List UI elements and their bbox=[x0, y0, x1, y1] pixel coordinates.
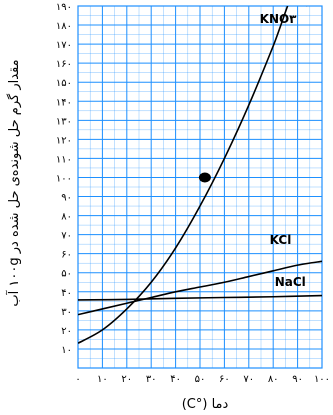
plot-frame bbox=[77, 5, 323, 369]
series-line-nacl bbox=[78, 294, 322, 301]
series-label-kcl: KCl bbox=[270, 233, 292, 247]
x-tick-label: ۸۰ bbox=[268, 374, 279, 385]
x-tick-label: ۰ bbox=[75, 374, 80, 385]
y-tick-label: ۲۰ bbox=[61, 326, 72, 337]
series-line-kno bbox=[78, 6, 308, 344]
x-tick-label: ۲۰ bbox=[121, 374, 132, 385]
data-point-marker bbox=[198, 172, 211, 183]
y-tick-label: ۸۰ bbox=[61, 212, 72, 223]
x-axis-ticks: ۰ ۱۰ ۲۰ ۳۰ ۴۰ ۵۰ ۶۰ ۷۰ ۸۰ ۹۰ ۱۰۰ bbox=[75, 374, 330, 385]
y-tick-label: ۷۰ bbox=[61, 231, 72, 242]
y-tick-label: ۱۶۰ bbox=[56, 59, 72, 70]
x-tick-label: ۹۰ bbox=[292, 374, 303, 385]
y-tick-label: ۱۲۰ bbox=[56, 135, 72, 146]
y-tick-label: ۱۱۰ bbox=[56, 154, 72, 165]
y-tick-label: ۱۹۰ bbox=[56, 2, 72, 13]
series-label-kno: KNO۳ bbox=[260, 12, 298, 26]
x-tick-label: ۱۰۰ bbox=[314, 374, 330, 385]
chart-grid bbox=[77, 5, 323, 369]
y-tick-label: ۵۰ bbox=[61, 269, 72, 280]
series-line-kcl bbox=[78, 260, 322, 316]
y-tick-label: ۱۵۰ bbox=[56, 78, 72, 89]
y-tick-label: ۴۰ bbox=[61, 288, 72, 299]
x-tick-label: ۶۰ bbox=[219, 374, 230, 385]
x-tick-label: ۵۰ bbox=[195, 374, 206, 385]
y-tick-label: ۱۷۰ bbox=[56, 40, 72, 51]
x-axis-label: دما (°C) bbox=[182, 397, 229, 412]
y-tick-label: ۱۰ bbox=[61, 345, 72, 356]
y-tick-label: ۱۳۰ bbox=[56, 116, 72, 127]
y-axis-label: مقدار گرم حل شونده‌ی حل شده در ۱۰۰g آب bbox=[5, 59, 22, 306]
chart-series: KNO۳ KCl NaCl bbox=[78, 6, 322, 344]
y-tick-label: ۶۰ bbox=[61, 250, 72, 261]
x-tick-label: ۱۰ bbox=[97, 374, 108, 385]
x-tick-label: ۴۰ bbox=[170, 374, 181, 385]
y-axis-ticks: ۱۰ ۲۰ ۳۰ ۴۰ ۵۰ ۶۰ ۷۰ ۸۰ ۹۰ ۱۰۰ ۱۱۰ ۱۲۰ ۱۳۰ ۱۴۰ ۱۵۰ ۱۶۰ ۱… bbox=[56, 2, 72, 356]
y-tick-label: ۱۸۰ bbox=[56, 21, 72, 32]
y-tick-label: ۱۰۰ bbox=[56, 173, 72, 184]
series-label-nacl: NaCl bbox=[275, 275, 306, 289]
y-tick-label: ۳۰ bbox=[61, 307, 72, 318]
x-tick-label: ۷۰ bbox=[243, 374, 254, 385]
x-tick-label: ۳۰ bbox=[146, 374, 157, 385]
y-tick-label: ۱۴۰ bbox=[56, 97, 72, 108]
y-tick-label: ۹۰ bbox=[61, 193, 72, 204]
